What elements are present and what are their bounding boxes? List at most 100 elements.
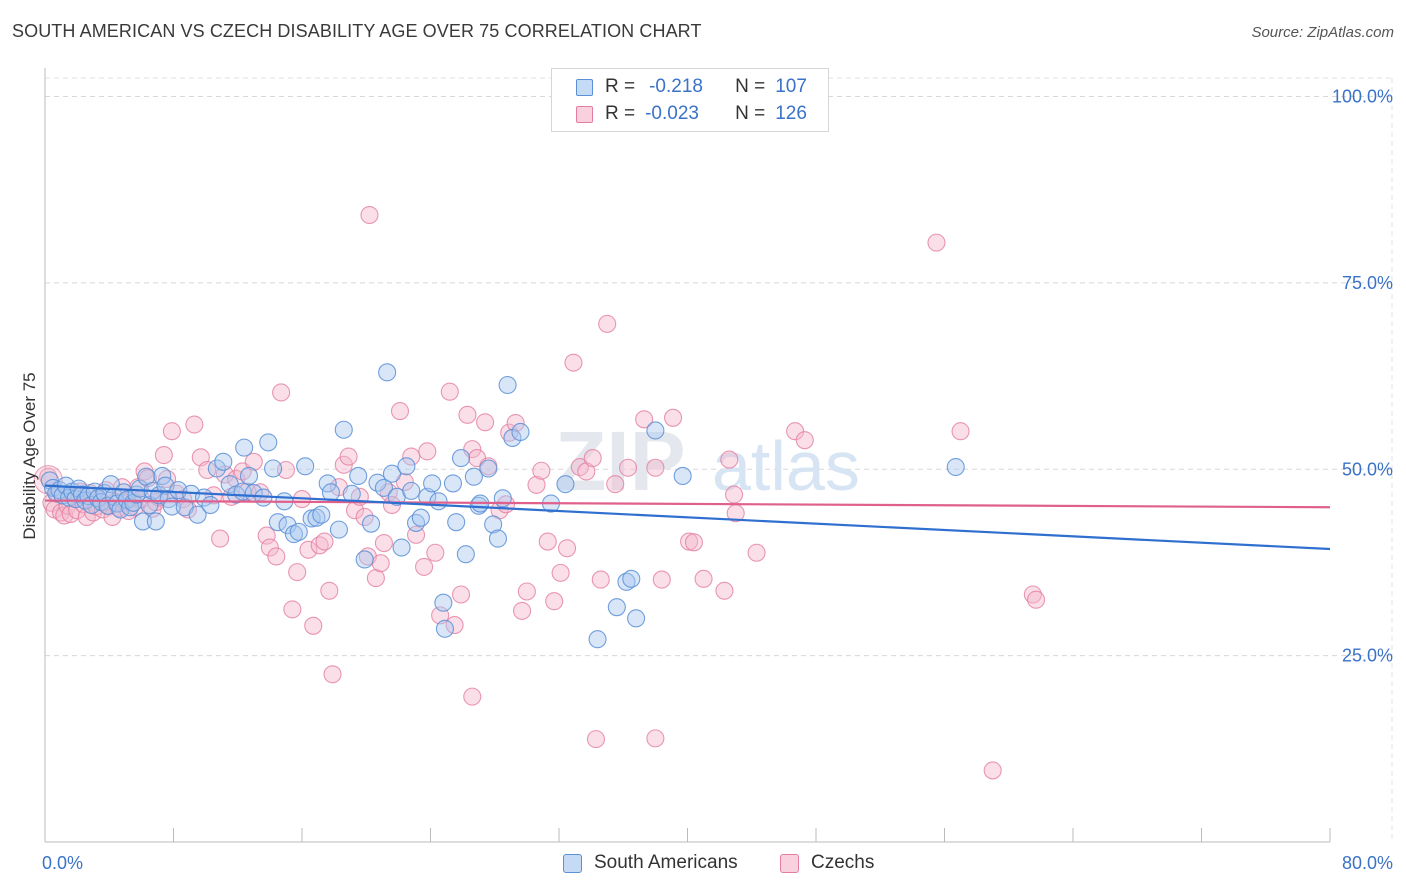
series-label-south-americans: South Americans	[594, 852, 738, 873]
y-tick-label: 50.0%	[1342, 459, 1393, 479]
czechs-point	[557, 539, 577, 558]
axes	[44, 68, 1331, 843]
south-americans-points	[40, 363, 965, 649]
czechs-point	[684, 533, 703, 552]
czechs-point	[418, 442, 437, 461]
czechs-point	[635, 410, 654, 429]
czechs-point	[463, 687, 482, 706]
czechs-point	[646, 729, 665, 748]
legend-row-south-americans: R = -0.218 N = 107	[576, 75, 807, 99]
legend-r-label: R =	[605, 76, 636, 97]
czechs-point	[646, 458, 665, 477]
czechs-point	[927, 233, 946, 252]
south-americans-point	[451, 449, 471, 468]
czechs-point	[591, 570, 610, 589]
south-americans-point	[673, 466, 692, 486]
south-americans-point	[617, 572, 636, 591]
czechs-point	[532, 461, 551, 480]
czechs-point	[323, 665, 342, 684]
south-americans-point	[133, 512, 153, 531]
czechs-point	[162, 422, 181, 441]
south-americans-point	[264, 459, 283, 478]
south-americans-point	[207, 459, 226, 478]
south-americans-point	[447, 513, 466, 532]
y-tick-label: 100.0%	[1332, 87, 1393, 107]
czechs-point	[395, 472, 414, 491]
correlation-legend: R = -0.218 N = 107 R = -0.023 N = 126	[551, 68, 829, 132]
y-tick-label: 25.0%	[1342, 646, 1393, 666]
czechs-point	[374, 534, 393, 553]
czechs-point	[619, 458, 638, 477]
czechs-point	[315, 532, 334, 551]
south-americans-point	[511, 422, 530, 442]
czechs-point	[564, 353, 583, 372]
south-americans-point	[382, 464, 402, 483]
czechs-point	[517, 582, 536, 601]
grid-lines	[45, 77, 1393, 842]
legend-r-value: -0.218	[649, 76, 703, 97]
czechs-point	[476, 413, 495, 432]
south-americans-point	[627, 609, 646, 628]
trend-lines	[44, 484, 1331, 551]
south-americans-point	[456, 545, 475, 564]
south-americans-point	[488, 529, 508, 548]
south-americans-point	[556, 475, 575, 494]
south-americans-point	[312, 505, 331, 524]
south-americans-point	[214, 452, 233, 471]
south-americans-point	[434, 593, 453, 612]
series-legend-south-americans[interactable]: South Americans	[563, 852, 738, 874]
czechs-point	[185, 415, 204, 434]
series-swatch-pink	[780, 853, 799, 873]
czechs-point	[244, 452, 263, 471]
czechs-point	[538, 532, 557, 551]
legend-n-value: 126	[775, 103, 807, 124]
legend-n-label: N =	[735, 76, 766, 97]
south-americans-point	[392, 538, 411, 557]
legend-n-value: 107	[775, 76, 807, 97]
czechs-point	[545, 592, 564, 611]
legend-swatch-pink	[576, 105, 593, 123]
south-americans-point	[423, 474, 442, 493]
south-americans-point	[235, 438, 254, 457]
south-americans-point	[946, 457, 965, 477]
south-americans-point	[239, 466, 259, 486]
south-americans-point	[397, 457, 416, 476]
south-americans-point	[188, 505, 207, 524]
czechs-point	[415, 557, 434, 576]
series-legend-czechs[interactable]: Czechs	[780, 852, 874, 874]
south-americans-point	[201, 495, 220, 515]
south-americans-point	[622, 569, 641, 588]
czechs-point	[304, 616, 323, 635]
south-americans-point	[362, 514, 381, 533]
czechs-point	[288, 563, 307, 582]
south-americans-point	[498, 375, 517, 395]
south-americans-point	[435, 619, 455, 638]
czechs-point	[551, 563, 570, 582]
czechs-point	[527, 475, 546, 494]
south-americans-point	[479, 459, 498, 478]
south-americans-point	[484, 515, 503, 534]
south-americans-point	[588, 630, 607, 649]
chart-title: SOUTH AMERICAN VS CZECH DISABILITY AGE O…	[12, 21, 702, 41]
south-americans-point	[289, 522, 308, 541]
legend-r-value: -0.023	[645, 103, 699, 124]
czechs-point	[598, 314, 617, 333]
czechs-point	[355, 507, 374, 527]
czechs-point	[506, 413, 525, 433]
legend-row-czechs: R = -0.023 N = 126	[576, 102, 807, 126]
legend-n-label: N =	[735, 103, 766, 124]
y-axis-label: Disability Age Over 75	[20, 372, 39, 539]
south-americans-point	[406, 513, 426, 532]
x-tick-label: 80.0%	[1342, 853, 1393, 873]
x-tick-label: 0.0%	[42, 853, 83, 873]
series-swatch-blue	[563, 853, 582, 873]
south-americans-point	[153, 466, 172, 486]
south-americans-point	[284, 525, 304, 544]
south-americans-point	[374, 478, 393, 497]
y-tick-label: 75.0%	[1342, 273, 1393, 293]
czechs-point	[158, 469, 177, 488]
south-americans-point	[329, 520, 348, 539]
czechs-point	[198, 460, 217, 480]
series-legend: South Americans Czechs	[0, 852, 1406, 878]
south-americans-point	[146, 512, 165, 531]
